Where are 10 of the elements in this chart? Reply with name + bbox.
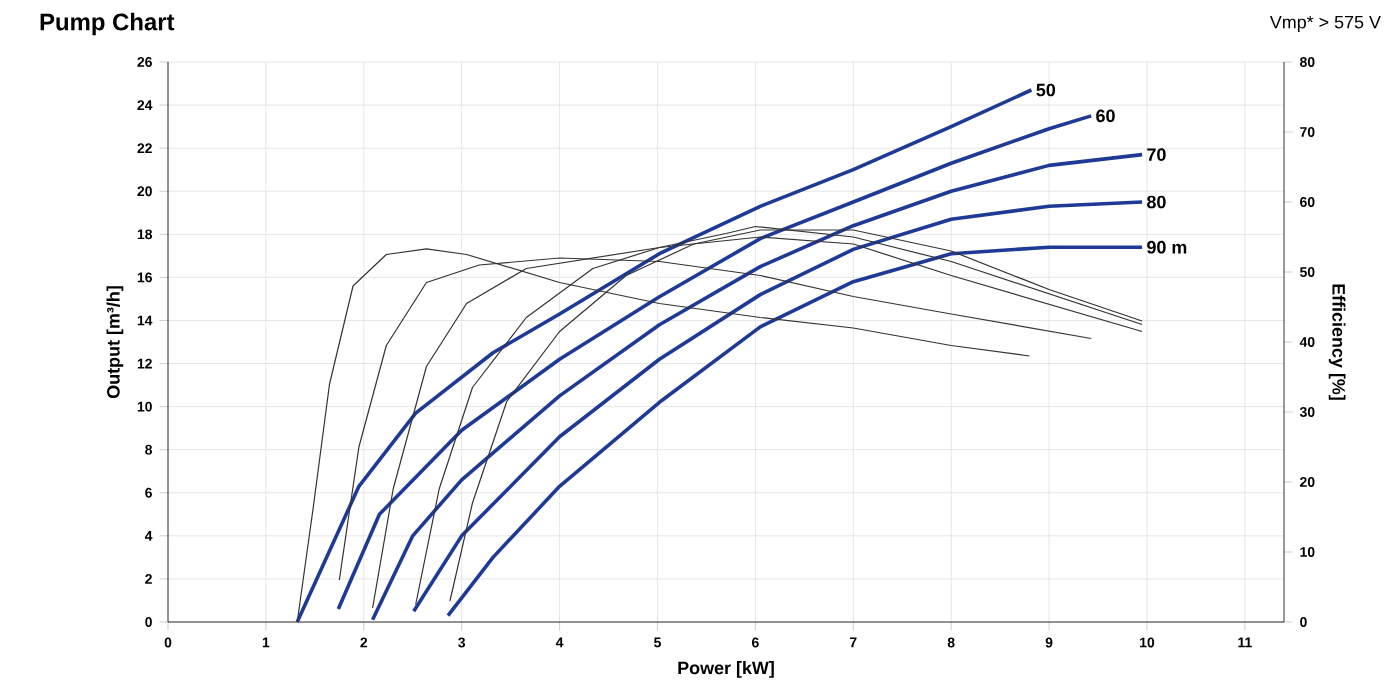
text: Vmp* > 575 V bbox=[1269, 15, 1381, 33]
series-label: 90 m bbox=[1147, 240, 1187, 254]
series-label: 70 bbox=[1147, 148, 1166, 161]
y2-axis-title: Efficiency [%] bbox=[1328, 284, 1346, 400]
series-label: 80 bbox=[1147, 195, 1166, 209]
y-axis-title: Output [m³/h] bbox=[106, 286, 124, 399]
series-label: 60 bbox=[1096, 109, 1115, 123]
x-axis-title: Power [kW] bbox=[678, 661, 774, 678]
chart-title: Pump Chart bbox=[40, 12, 175, 36]
series-label: 50 bbox=[1036, 83, 1056, 97]
